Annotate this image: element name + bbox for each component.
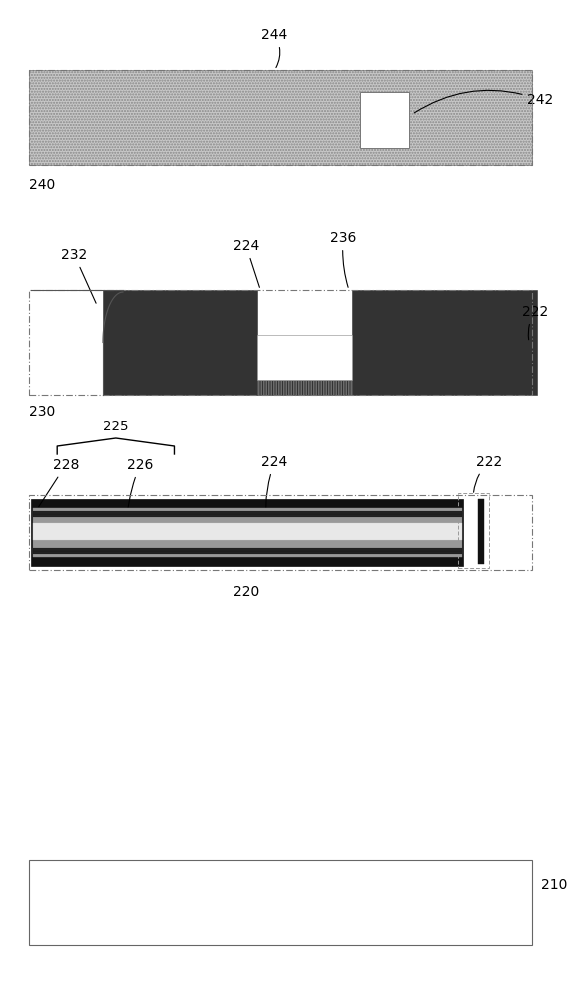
Text: 224: 224 [261,455,288,538]
Text: 228: 228 [39,458,79,507]
Text: 240: 240 [29,178,55,192]
Text: 224: 224 [233,239,259,287]
Bar [29,70,532,165]
Bar [33,548,462,551]
Text: 236: 236 [330,231,356,287]
Bar [29,290,103,395]
Text: 226: 226 [126,458,153,526]
Text: 222: 222 [522,305,548,340]
Bar [33,508,462,557]
Bar [360,92,409,148]
Text: 222: 222 [474,455,502,492]
Bar [33,514,462,517]
Bar [33,523,462,540]
Bar [257,335,352,380]
Text: 210: 210 [541,878,567,892]
Bar [33,511,462,514]
Bar [31,499,463,566]
Text: 230: 230 [29,405,55,419]
Text: 232: 232 [61,248,96,303]
Bar [33,551,462,554]
Text: 220: 220 [233,585,259,599]
Text: 244: 244 [261,28,288,68]
Bar [29,860,532,945]
Bar [257,380,352,395]
Bar [29,290,532,395]
Bar [29,70,532,165]
Bar [478,499,484,564]
Text: 242: 242 [414,90,554,113]
Bar [458,493,489,568]
Text: 225: 225 [103,420,129,433]
Bar [352,290,537,395]
Bar [29,495,532,570]
Bar [103,290,257,395]
